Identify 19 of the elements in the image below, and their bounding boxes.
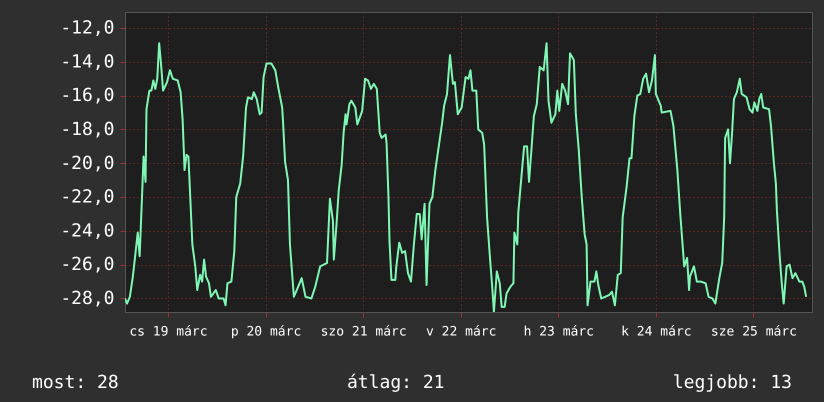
y-tick-label: -16,0 [60,85,114,106]
text: legjobb: 13 [672,372,792,392]
y-tick-label: -20,0 [60,152,114,174]
x-tick-label: cs 19 márc [129,324,208,340]
text: most: 28 [32,372,119,392]
y-tick-label: -12,0 [60,18,114,39]
x-tick-label: p 20 márc [230,324,302,340]
y-tick-label: -18,0 [60,118,114,140]
x-tick-label: v 22 márc [426,324,496,340]
y-tick-label: -22,0 [60,186,114,208]
x-tick-label: h 23 márc [524,324,594,340]
x-tick-label: szo 21 márc [320,324,407,340]
text: átlag: 21 [346,372,445,392]
x-tick-label: sze 25 márc [710,324,797,340]
y-tick-label: -14,0 [60,51,114,72]
y-tick-label: -26,0 [60,254,114,276]
y-tick-label: -24,0 [60,220,114,242]
x-tick-label: k 24 márc [621,324,692,340]
y-tick-label: -28,0 [60,288,114,309]
